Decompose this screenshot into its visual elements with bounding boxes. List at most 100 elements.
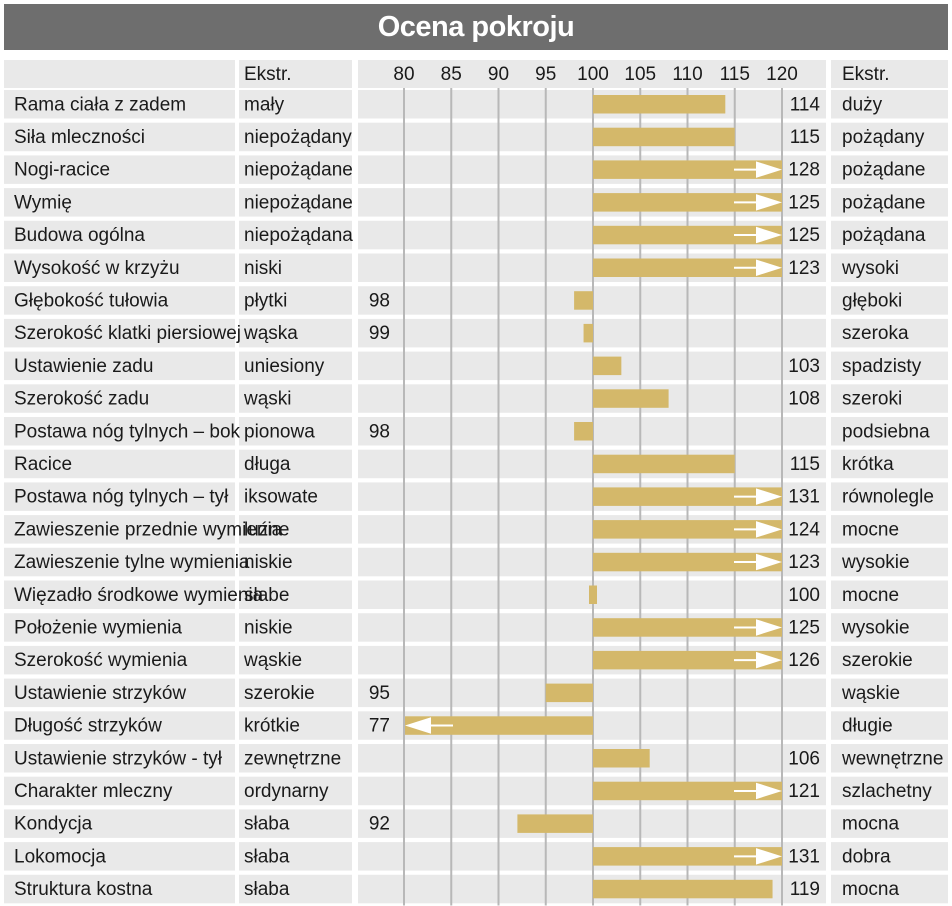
bar xyxy=(593,193,782,212)
row-band-name xyxy=(4,417,235,446)
low-extreme-label: mały xyxy=(244,94,285,115)
tick-label: 80 xyxy=(393,64,414,85)
row-band-high xyxy=(831,809,948,838)
bar xyxy=(593,356,622,376)
high-extreme-label: mocna xyxy=(842,879,899,900)
row-band-low xyxy=(239,122,352,152)
value-label: 125 xyxy=(788,617,820,638)
low-extreme-label: słaba xyxy=(244,814,290,835)
value-label: 123 xyxy=(788,258,820,279)
row-band-low xyxy=(239,449,352,479)
value-label: 99 xyxy=(369,323,390,344)
row-band-low xyxy=(239,482,352,511)
low-extreme-label: słaba xyxy=(244,846,290,867)
tick-label: 110 xyxy=(672,64,702,85)
low-extreme-label: wąskie xyxy=(243,650,302,671)
overflow-arrow-head xyxy=(756,782,782,800)
low-extreme-label: niepożądane xyxy=(244,192,353,213)
low-extreme-label: płytki xyxy=(244,290,287,311)
bar xyxy=(593,389,669,408)
row-band-name xyxy=(4,286,235,315)
high-extreme-label: duży xyxy=(842,94,883,115)
trait-label: Szerokość zadu xyxy=(14,389,149,410)
row-band-name xyxy=(4,580,235,609)
header-band-low xyxy=(239,60,352,88)
bar xyxy=(593,781,782,801)
high-extreme-label: spadzisty xyxy=(842,356,922,377)
value-label: 119 xyxy=(790,879,820,900)
row-band-name xyxy=(4,318,235,348)
row-band-low xyxy=(239,711,352,740)
overflow-arrow-head xyxy=(756,619,782,636)
value-label: 115 xyxy=(790,454,820,475)
row-band-name xyxy=(4,776,235,806)
bar xyxy=(593,454,735,474)
row-band-low xyxy=(239,220,352,250)
high-extreme-label: równolegle xyxy=(842,487,934,508)
low-extreme-label: niepożądana xyxy=(244,225,353,246)
high-extreme-label: mocne xyxy=(842,519,899,540)
trait-label: Charakter mleczny xyxy=(14,781,173,802)
trait-label: Długość strzyków xyxy=(14,716,162,737)
high-extreme-label: mocna xyxy=(842,814,899,835)
bar xyxy=(593,258,782,277)
high-extreme-label: wysokie xyxy=(841,617,910,638)
high-extreme-label: mocne xyxy=(842,585,899,606)
row-band-high xyxy=(831,253,948,282)
row-band-name xyxy=(4,809,235,838)
row-band-low xyxy=(239,809,352,838)
bar xyxy=(593,127,735,147)
bar xyxy=(593,95,726,114)
row-band-low xyxy=(239,547,352,577)
value-label: 131 xyxy=(788,487,820,508)
row-band-low xyxy=(239,286,352,315)
row-band-low xyxy=(239,417,352,446)
bar xyxy=(593,847,782,866)
row-band-low xyxy=(239,384,352,413)
header-band-high xyxy=(831,60,948,88)
value-label: 106 xyxy=(788,748,820,769)
overflow-arrow-head xyxy=(756,521,782,538)
row-band-low xyxy=(239,90,352,119)
low-extreme-label: krótkie xyxy=(244,716,300,737)
row-band-name xyxy=(4,449,235,479)
trait-label: Racice xyxy=(14,454,72,475)
row-band-low xyxy=(239,318,352,348)
trait-label: Postawa nóg tylnych – tył xyxy=(14,487,229,508)
value-label: 126 xyxy=(788,650,820,671)
trait-label: Więzadło środkowe wymienia xyxy=(14,585,264,606)
row-band-low xyxy=(239,678,352,708)
bar xyxy=(593,520,782,539)
bar xyxy=(517,814,593,833)
row-band-high xyxy=(831,318,948,348)
row-band-high xyxy=(831,90,948,119)
trait-label: Ustawienie strzyków - tył xyxy=(14,748,223,769)
bar xyxy=(593,749,650,768)
bar xyxy=(593,879,773,899)
trait-label: Wysokość w krzyżu xyxy=(14,258,180,279)
high-extreme-label: krótka xyxy=(842,454,894,475)
bar xyxy=(574,291,593,310)
bar xyxy=(593,160,782,179)
overflow-arrow-head xyxy=(756,553,782,571)
overflow-arrow-head xyxy=(756,259,782,276)
value-label: 123 xyxy=(788,552,820,573)
tick-label: 85 xyxy=(441,64,462,85)
chart-title: Ocena pokroju xyxy=(377,11,575,43)
high-extreme-label: pożądana xyxy=(842,225,926,246)
value-label: 95 xyxy=(369,683,390,704)
low-extreme-label: iksowate xyxy=(244,487,318,508)
row-band-name xyxy=(4,482,235,511)
row-band-low xyxy=(239,515,352,544)
header-right-extreme: Ekstr. xyxy=(842,64,890,85)
row-band-low xyxy=(239,744,352,773)
value-label: 125 xyxy=(788,225,820,246)
trait-label: Głębokość tułowia xyxy=(14,290,169,311)
high-extreme-label: wewnętrzne xyxy=(841,748,943,769)
value-label: 114 xyxy=(790,94,821,115)
trait-label: Rama ciała z zadem xyxy=(14,94,186,115)
trait-label: Szerokość klatki piersiowej xyxy=(14,323,241,344)
low-extreme-label: ordynarny xyxy=(244,781,329,802)
value-label: 131 xyxy=(788,846,820,867)
row-band-high xyxy=(831,122,948,152)
